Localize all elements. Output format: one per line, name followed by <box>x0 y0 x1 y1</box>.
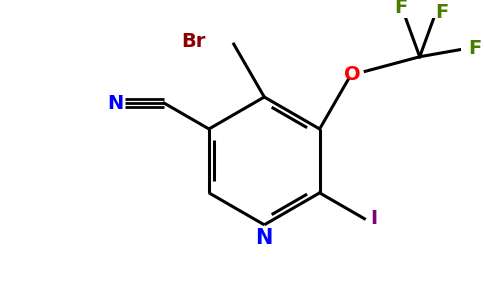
Text: I: I <box>370 209 378 228</box>
Text: N: N <box>256 228 273 248</box>
Text: F: F <box>394 0 408 17</box>
Text: F: F <box>435 3 448 22</box>
Text: F: F <box>469 39 482 58</box>
Text: O: O <box>344 65 361 84</box>
Text: Br: Br <box>181 32 206 51</box>
Text: N: N <box>107 94 123 112</box>
